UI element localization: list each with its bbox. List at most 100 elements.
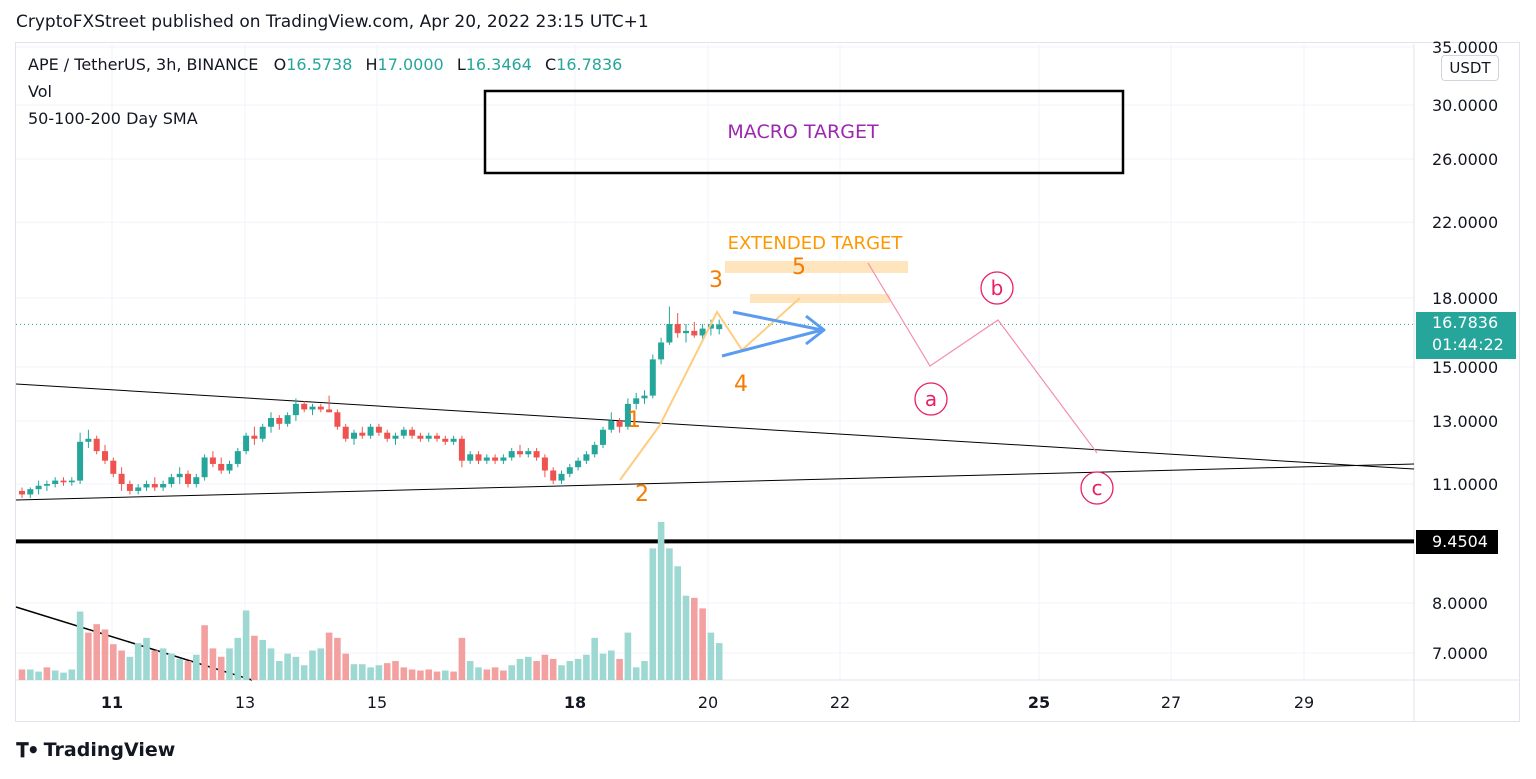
x-tick-label: 11	[101, 693, 123, 712]
candle-body	[19, 490, 25, 495]
volume-bar	[359, 664, 366, 680]
candle-body	[201, 457, 208, 478]
wave-label-4: 4	[734, 372, 748, 397]
correction-label-a: a	[925, 387, 937, 411]
y-tick-label: 18.0000	[1432, 289, 1498, 308]
volume-bar	[27, 669, 34, 680]
candle-body	[309, 406, 316, 410]
volume-bar	[201, 625, 208, 680]
correction-circle-c	[1080, 471, 1114, 505]
candle-body	[93, 438, 100, 452]
candle-body	[608, 420, 615, 430]
publish-line: CryptoFXStreet published on TradingView.…	[16, 12, 649, 32]
volume-bar	[292, 656, 300, 680]
tradingview-brand: TradingView	[43, 739, 176, 761]
x-tick-label: 27	[1161, 693, 1181, 712]
volume-bar	[309, 650, 316, 680]
volume-bar	[417, 670, 424, 680]
x-tick-label: 25	[1028, 693, 1050, 712]
candle-body	[641, 395, 648, 399]
volume-bar	[151, 650, 159, 680]
candle-body	[276, 418, 283, 424]
candle-body	[68, 480, 75, 483]
volume-bar	[682, 595, 690, 680]
drawings	[619, 262, 1098, 481]
candle-body	[351, 432, 357, 439]
legend-symbol: APE / TetherUS, 3h, BINANCE	[28, 55, 259, 74]
candle-body	[500, 457, 507, 461]
candle-body	[558, 473, 565, 481]
candle-body	[27, 489, 34, 495]
volume-bar	[93, 624, 100, 680]
correction-circle-b	[980, 271, 1014, 305]
candle-body	[102, 451, 108, 461]
volume-bar	[226, 648, 233, 680]
candle-body	[367, 426, 374, 436]
level-price-tag: 9.4504	[1416, 530, 1498, 554]
volume-bar	[707, 632, 715, 680]
wave-label-1: 1	[627, 408, 641, 433]
candle-body	[624, 403, 631, 427]
x-tick-label: 20	[698, 693, 718, 712]
candle-body	[600, 429, 606, 445]
volume-bar	[475, 667, 482, 680]
candle-body	[591, 444, 598, 455]
volume-bar	[599, 653, 607, 680]
candle-body	[292, 403, 299, 416]
impulse-wave-path	[619, 297, 801, 481]
candle-body	[334, 412, 341, 427]
arrow-head	[805, 314, 826, 346]
candle-body	[342, 426, 349, 439]
volume-bar	[525, 656, 532, 680]
volume-bar	[508, 665, 515, 680]
candle-body	[317, 406, 324, 410]
macro-target-box	[483, 89, 1125, 175]
candle-body	[716, 324, 723, 330]
volume-bar	[516, 658, 524, 680]
candle-body	[118, 473, 125, 484]
correction-wave-path	[867, 262, 1098, 454]
currency-unit-button[interactable]: USDT	[1441, 55, 1499, 81]
candle-body	[176, 473, 183, 478]
axes: 35.000030.000026.000022.000018.000015.00…	[16, 38, 1520, 722]
legend-sma[interactable]: 50-100-200 Day SMA	[28, 109, 198, 128]
candle-body	[583, 454, 590, 461]
y-tick-label: 13.0000	[1432, 412, 1498, 431]
candle-body	[666, 324, 673, 343]
legend-close: 16.7836	[556, 55, 623, 74]
volume-bar	[126, 656, 134, 680]
current-price-tag: 16.7836 01:44:22	[1416, 312, 1516, 359]
candle-body	[467, 454, 474, 461]
candle-body	[77, 441, 84, 481]
chart-frame[interactable]	[15, 42, 1520, 722]
upper-trendline	[15, 383, 1415, 470]
legend-vol[interactable]: Vol	[28, 82, 52, 101]
candle-body	[135, 487, 142, 491]
wave-label-2: 2	[635, 482, 649, 507]
drawings-under	[15, 89, 1415, 681]
candle-body	[52, 480, 59, 484]
volume-bar	[649, 548, 657, 680]
y-tick-label: 15.0000	[1432, 358, 1498, 377]
volume-bar	[408, 669, 416, 680]
x-tick-label: 15	[367, 693, 387, 712]
volume-bar	[674, 566, 681, 680]
tradingview-logo[interactable]: 𝐓• TradingView	[16, 738, 175, 762]
y-tick-label: 35.0000	[1432, 38, 1498, 57]
candle-body	[160, 484, 167, 488]
candle-body	[126, 484, 133, 491]
volume-bar	[60, 672, 67, 680]
candle-body	[226, 463, 233, 471]
volume-bar	[466, 661, 474, 680]
volume-bar	[616, 658, 623, 680]
volume-bar	[184, 661, 192, 680]
candle-body	[475, 454, 482, 461]
candle-body	[616, 420, 623, 427]
volume-bar	[566, 661, 574, 680]
candle-body	[434, 435, 440, 439]
candle-body	[442, 438, 449, 442]
y-tick-label: 7.0000	[1432, 644, 1488, 663]
candle-body	[209, 457, 216, 464]
current-price-value: 16.7836	[1432, 313, 1499, 332]
